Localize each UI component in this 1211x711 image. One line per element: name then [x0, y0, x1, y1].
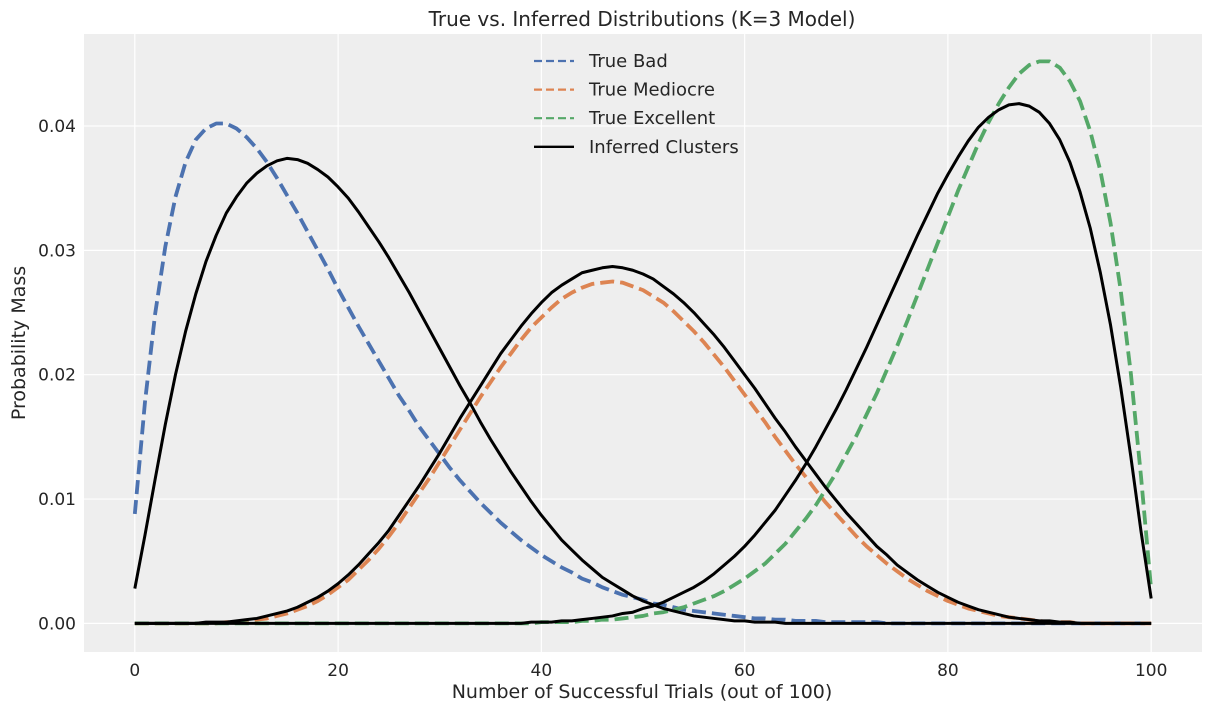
legend-label: True Mediocre [588, 80, 715, 101]
x-axis-ticks: 0 20 40 60 80 100 [129, 661, 1167, 681]
legend-label: True Excellent [588, 108, 715, 129]
y-tick-label: 0.01 [38, 490, 76, 510]
chart-title: True vs. Inferred Distributions (K=3 Mod… [428, 7, 856, 31]
x-tick-label: 100 [1135, 661, 1167, 681]
y-tick-label: 0.04 [38, 117, 76, 137]
legend: True Bad True Mediocre True Excellent Infer… [534, 51, 739, 158]
series-line-4 [133, 156, 1152, 625]
x-tick-label: 40 [531, 661, 553, 681]
legend-label: Inferred Clusters [589, 137, 739, 158]
series-line-6 [134, 102, 1153, 625]
y-tick-label: 0.00 [38, 614, 76, 634]
legend-label: True Bad [588, 51, 668, 72]
y-tick-label: 0.02 [38, 366, 76, 386]
x-axis-label: Number of Successful Trials (out of 100) [452, 681, 833, 703]
x-tick-label: 20 [327, 661, 349, 681]
y-tick-label: 0.03 [38, 241, 76, 261]
y-axis-ticks: 0.00 0.01 0.02 0.03 0.04 [38, 117, 76, 634]
series-group [132, 59, 1154, 626]
x-tick-label: 0 [129, 661, 140, 681]
y-axis-label: Probability Mass [8, 266, 30, 420]
x-tick-label: 60 [734, 661, 756, 681]
series-line-5 [134, 265, 1152, 625]
x-tick-label: 80 [937, 661, 959, 681]
plot-background [84, 34, 1202, 652]
